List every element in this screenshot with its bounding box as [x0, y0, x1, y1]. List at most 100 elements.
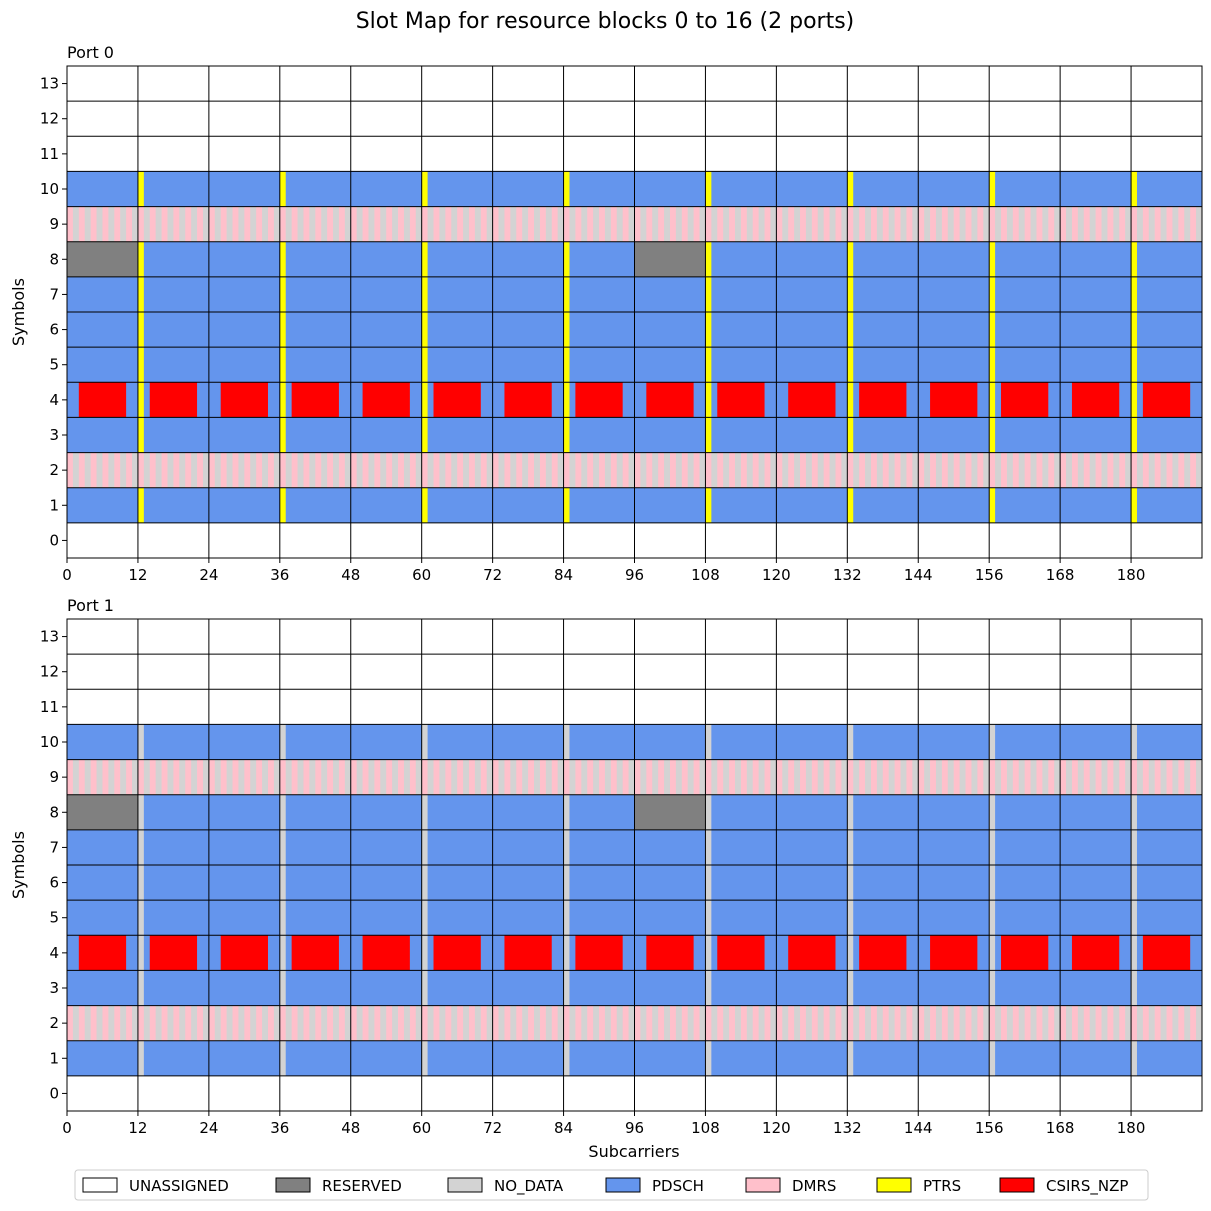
no-data-sc36-sym3	[279, 970, 286, 1006]
dmrs-gap-2-175	[1101, 1005, 1108, 1041]
dmrs-gap-2-105	[687, 1005, 694, 1041]
dmrs-gap-2-45	[333, 1005, 339, 1041]
dmrs-gap-9-183	[1148, 759, 1155, 795]
x-tick-label: 132	[833, 566, 862, 584]
dmrs-gap-9-125	[805, 206, 812, 242]
dmrs-gap-2-165	[1042, 452, 1049, 488]
dmrs-gap-2-175	[1101, 452, 1108, 488]
y-tick-label: 1	[49, 1049, 59, 1067]
dmrs-gap-2-97	[640, 1005, 647, 1041]
no-data-sc84-sym7	[563, 829, 570, 865]
csirs-block-rb8	[646, 382, 694, 418]
dmrs-gap-9-45	[333, 206, 339, 242]
ptrs-sc60-sym4	[421, 382, 428, 418]
no-data-sc60-sym8	[421, 794, 428, 830]
dmrs-gap-9-105	[687, 206, 694, 242]
dmrs-gap-9-43	[321, 206, 328, 242]
dmrs-gap-9-103	[675, 759, 682, 795]
no-data-sc132-sym5	[847, 900, 854, 936]
dmrs-gap-2-55	[392, 452, 399, 488]
no-data-sc12-sym8	[137, 794, 144, 830]
dmrs-gap-2-89	[593, 1005, 600, 1041]
dmrs-gap-9-65	[451, 206, 458, 242]
dmrs-gap-2-131	[841, 452, 848, 488]
x-tick-label: 48	[341, 566, 360, 584]
csirs-block-rb15	[1142, 935, 1191, 971]
reserved-block-rb8	[634, 794, 706, 830]
csirs-block-rb12	[930, 382, 978, 418]
no-data-sc132-sym4	[847, 935, 854, 971]
ptrs-sc180-sym6	[1131, 312, 1137, 348]
no-data-sc84-sym3	[563, 970, 570, 1006]
dmrs-gap-2-21	[191, 1005, 198, 1041]
dmrs-gap-9-121	[782, 759, 789, 795]
no-data-sc84-sym1	[563, 1040, 570, 1076]
x-tick-label: 60	[412, 1119, 431, 1137]
dmrs-gap-2-33	[262, 1005, 268, 1041]
y-tick-label: 11	[40, 145, 59, 163]
ptrs-sc108-sym10	[705, 171, 712, 207]
dmrs-gap-9-93	[616, 759, 623, 795]
y-tick-label: 9	[49, 768, 59, 786]
dmrs-gap-9-23	[202, 759, 209, 795]
dmrs-gap-9-33	[262, 206, 268, 242]
dmrs-gap-2-83	[557, 1005, 564, 1041]
dmrs-gap-9-117	[758, 206, 765, 242]
dmrs-gap-2-31	[250, 1005, 257, 1041]
dmrs-gap-9-49	[356, 759, 363, 795]
dmrs-gap-9-153	[971, 206, 978, 242]
dmrs-gap-9-59	[415, 759, 422, 795]
dmrs-gap-2-165	[1042, 1005, 1049, 1041]
dmrs-gap-9-163	[1030, 759, 1037, 795]
x-tick-label: 120	[762, 566, 791, 584]
dmrs-gap-9-109	[711, 759, 718, 795]
dmrs-gap-2-59	[415, 1005, 422, 1041]
dmrs-gap-2-95	[628, 452, 635, 488]
dmrs-gap-9-5	[96, 206, 103, 242]
dmrs-gap-9-25	[214, 759, 221, 795]
dmrs-gap-2-3	[84, 1005, 91, 1041]
dmrs-gap-2-159	[1006, 1005, 1013, 1041]
x-tick-label: 120	[762, 1119, 791, 1137]
ptrs-sc132-sym10	[847, 171, 854, 207]
x-tick-label: 72	[483, 566, 502, 584]
dmrs-gap-9-29	[238, 759, 245, 795]
y-tick-label: 7	[49, 285, 59, 303]
dmrs-gap-9-145	[924, 206, 931, 242]
no-data-sc60-sym3	[421, 970, 428, 1006]
dmrs-gap-9-137	[876, 759, 883, 795]
dmrs-gap-9-61	[427, 206, 434, 242]
dmrs-gap-9-69	[474, 759, 481, 795]
dmrs-gap-9-79	[534, 206, 540, 242]
dmrs-gap-9-113	[734, 206, 741, 242]
dmrs-gap-2-21	[191, 452, 198, 488]
dmrs-gap-2-69	[474, 452, 481, 488]
dmrs-gap-9-59	[415, 206, 422, 242]
dmrs-gap-2-79	[534, 1005, 540, 1041]
dmrs-gap-9-85	[569, 759, 576, 795]
dmrs-gap-9-33	[262, 759, 268, 795]
dmrs-gap-2-191	[1196, 452, 1202, 488]
dmrs-gap-9-13	[143, 759, 150, 795]
dmrs-gap-2-123	[794, 1005, 801, 1041]
dmrs-gap-9-145	[924, 759, 931, 795]
no-data-sc132-sym6	[847, 865, 854, 901]
dmrs-gap-9-95	[628, 206, 635, 242]
dmrs-gap-2-139	[888, 1005, 895, 1041]
no-data-sc132-sym7	[847, 829, 854, 865]
dmrs-gap-9-91	[604, 206, 611, 242]
dmrs-gap-2-65	[451, 452, 458, 488]
dmrs-gap-2-61	[427, 1005, 434, 1041]
dmrs-gap-9-39	[297, 759, 304, 795]
dmrs-gap-2-15	[155, 452, 162, 488]
dmrs-gap-9-97	[640, 759, 647, 795]
dmrs-gap-2-117	[758, 452, 765, 488]
dmrs-gap-9-101	[664, 759, 670, 795]
dmrs-gap-9-167	[1054, 206, 1061, 242]
dmrs-gap-2-27	[226, 1005, 233, 1041]
dmrs-gap-2-73	[498, 1005, 505, 1041]
ptrs-sc132-sym3	[847, 417, 854, 453]
no-data-sc12-sym4	[137, 935, 144, 971]
legend-swatch-ptrs	[876, 1177, 912, 1193]
